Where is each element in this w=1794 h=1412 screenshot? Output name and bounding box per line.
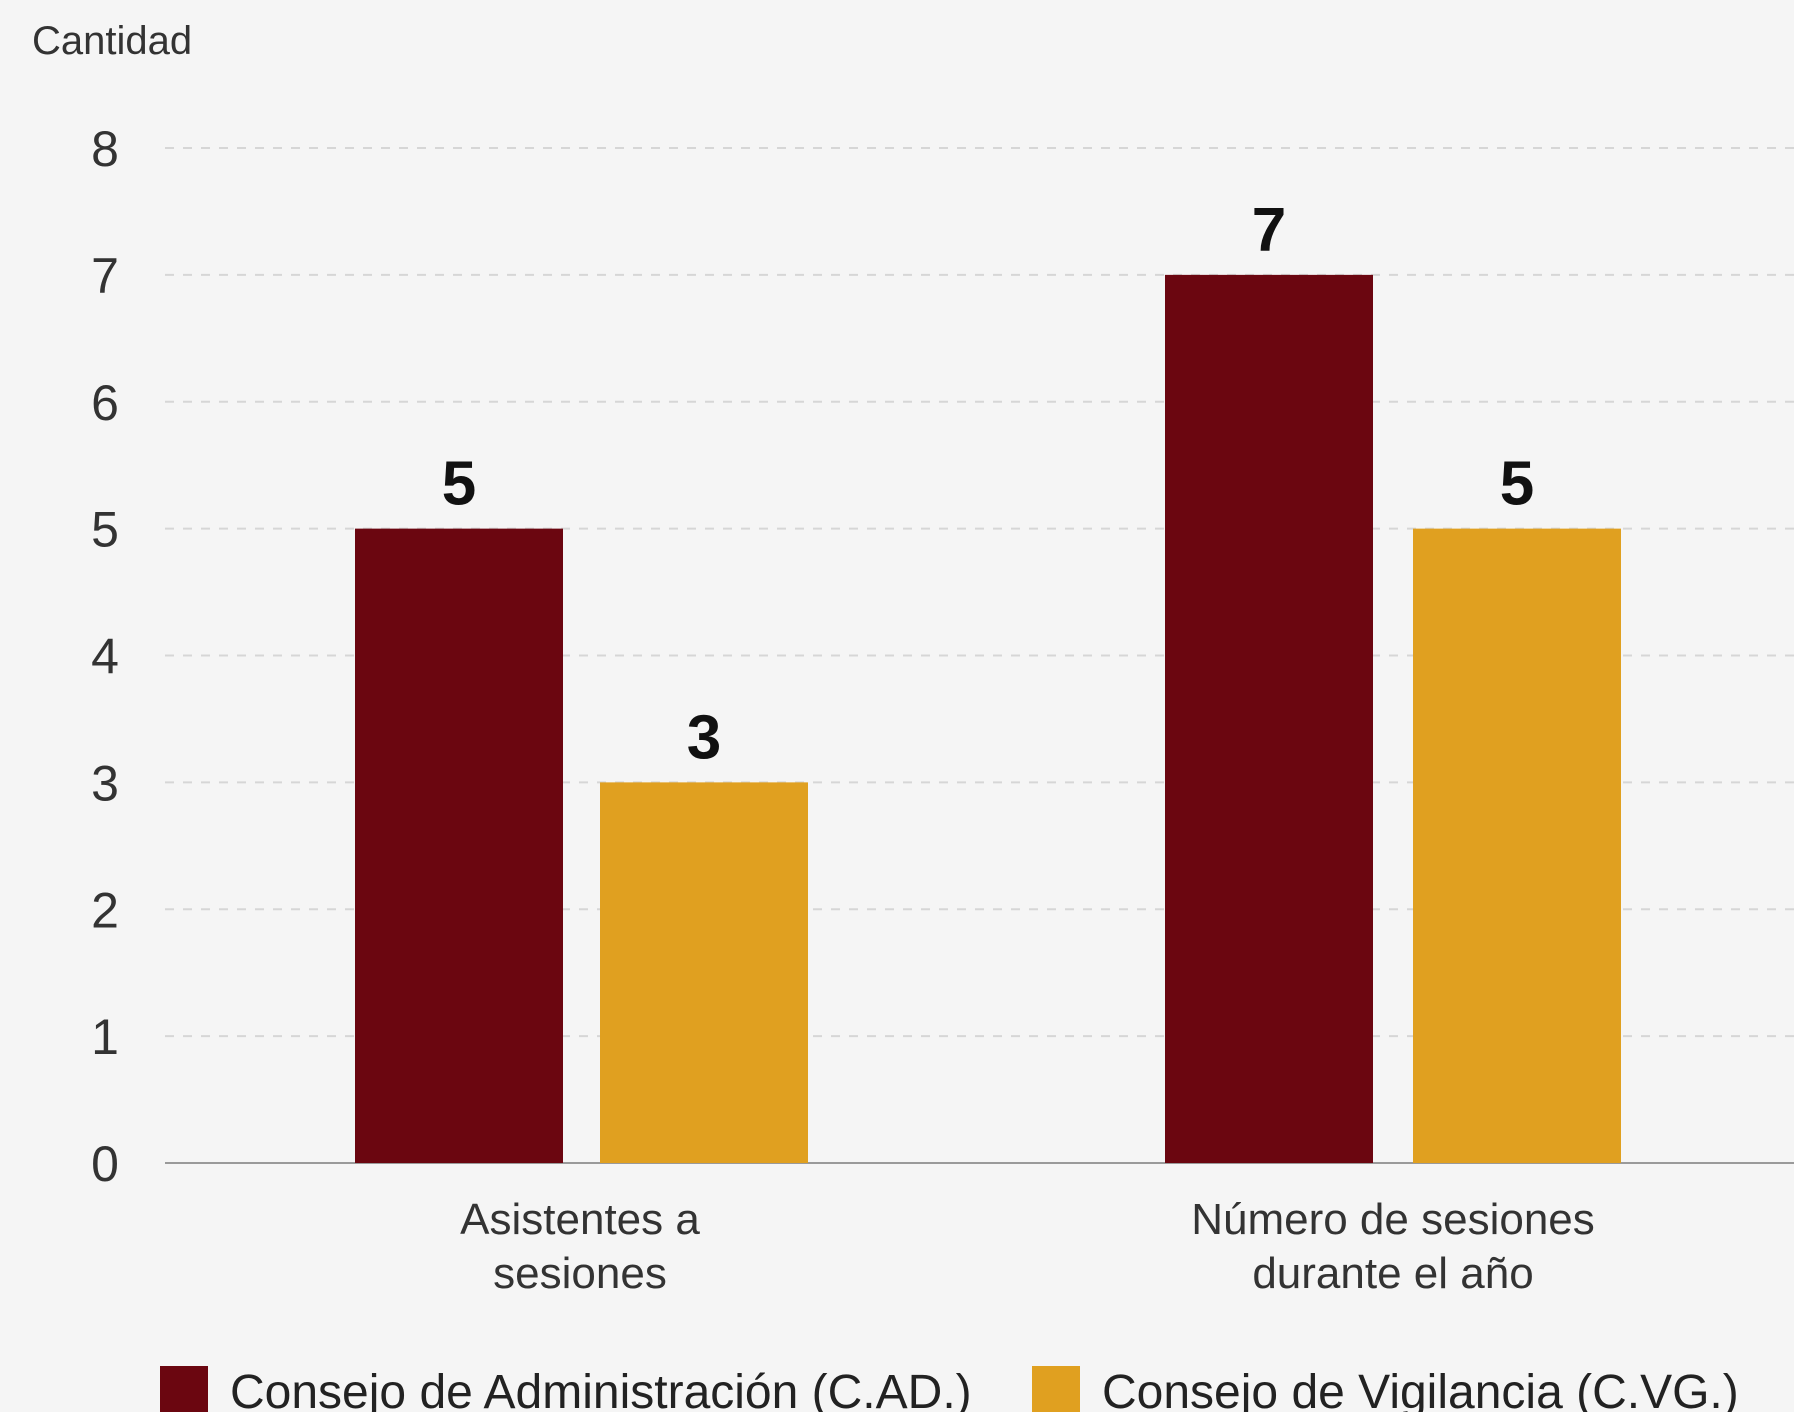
x-tick-label-line: Asistentes a bbox=[460, 1195, 700, 1244]
y-tick-label: 8 bbox=[91, 121, 119, 177]
bar bbox=[1165, 274, 1373, 1163]
y-tick-label: 7 bbox=[91, 248, 119, 304]
x-tick-label: Número de sesiones durante el año bbox=[1191, 1195, 1595, 1298]
y-tick-label: 6 bbox=[91, 375, 119, 431]
x-tick-label-line: durante el año bbox=[1252, 1249, 1533, 1298]
legend-swatch bbox=[160, 1366, 208, 1412]
legend-swatch bbox=[1032, 1366, 1080, 1412]
data-label: 7 bbox=[1252, 196, 1286, 265]
series-2: 35 bbox=[600, 450, 1621, 1163]
x-tick-label-line: sesiones bbox=[493, 1249, 667, 1298]
y-tick-label: 2 bbox=[91, 882, 119, 938]
y-axis-title: Cantidad bbox=[32, 19, 192, 63]
data-label: 5 bbox=[1500, 450, 1534, 519]
y-tick-label: 3 bbox=[91, 755, 119, 811]
data-label: 5 bbox=[442, 450, 476, 519]
x-tick-label: Asistentes a sesiones bbox=[460, 1195, 700, 1298]
legend-label: Consejo de Vigilancia (C.VG.) bbox=[1102, 1366, 1739, 1412]
y-tick-label: 0 bbox=[91, 1136, 119, 1192]
y-tick-label: 1 bbox=[91, 1009, 119, 1065]
data-label: 3 bbox=[687, 703, 721, 772]
bar bbox=[1413, 528, 1621, 1163]
y-tick-label: 5 bbox=[91, 502, 119, 558]
series-1: 57 bbox=[355, 196, 1373, 1163]
x-tick-label-line: Número de sesiones bbox=[1191, 1195, 1595, 1244]
y-tick-label: 4 bbox=[91, 629, 119, 685]
legend: Consejo de Administración (C.AD.) Consejo… bbox=[160, 1366, 1739, 1412]
bar bbox=[355, 528, 563, 1163]
bar bbox=[600, 782, 808, 1163]
legend-label: Consejo de Administración (C.AD.) bbox=[230, 1366, 972, 1412]
